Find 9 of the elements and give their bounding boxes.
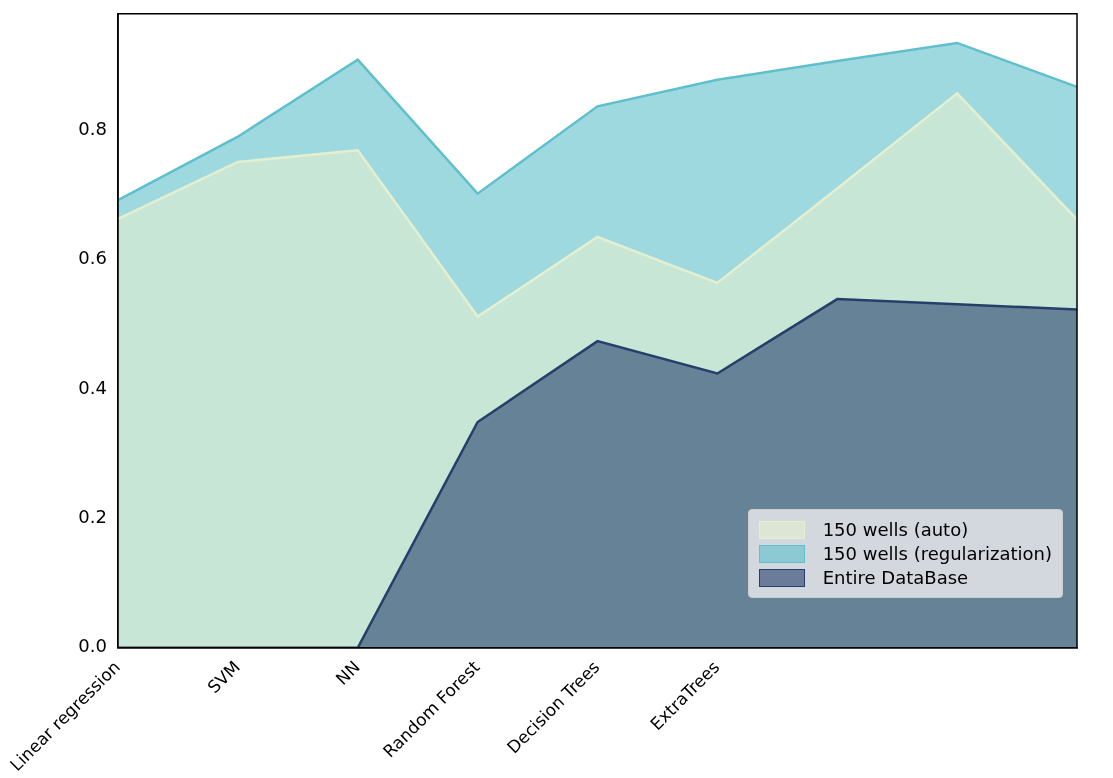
y-tick-label: 0.2 xyxy=(78,506,107,528)
legend-label: 150 wells (auto) xyxy=(822,519,969,540)
legend-label: Entire DataBase xyxy=(822,567,969,588)
y-tick-label: 0.8 xyxy=(78,117,107,139)
x-tick-label: NN xyxy=(331,656,364,689)
y-tick-label: 0.4 xyxy=(78,376,107,398)
y-tick-label: 0.0 xyxy=(78,635,107,657)
y-tick-label: 0.6 xyxy=(78,247,107,269)
legend-label: 150 wells (regularization) xyxy=(822,543,1052,564)
